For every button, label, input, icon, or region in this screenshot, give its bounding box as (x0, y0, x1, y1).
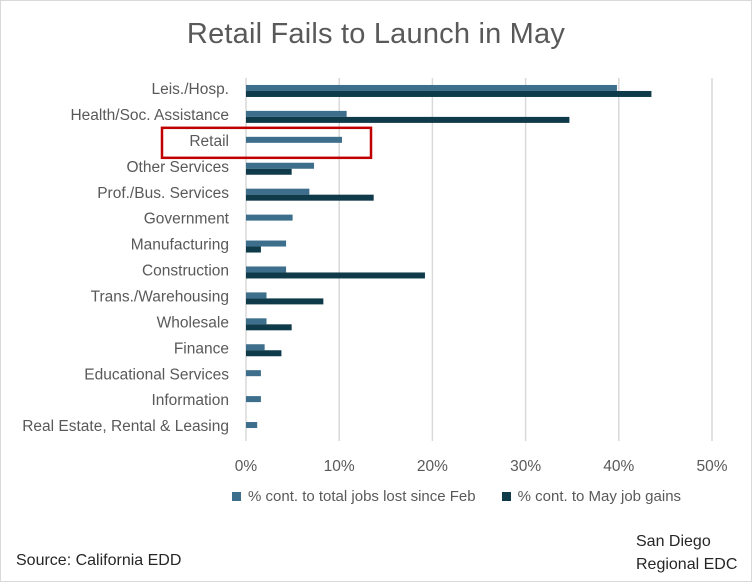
bar-job-gains (246, 194, 374, 201)
category-label: Other Services (126, 159, 229, 176)
bar-job-gains (246, 298, 324, 305)
x-tick-label: 50% (696, 458, 727, 475)
x-tick-label: 40% (603, 458, 634, 475)
category-label: Retail (189, 133, 229, 150)
category-label: Information (151, 392, 229, 409)
bar-jobs-lost (246, 110, 347, 117)
bar-jobs-lost (246, 188, 310, 195)
bar-job-gains (246, 168, 292, 175)
category-label: Manufacturing (131, 237, 229, 254)
bar-jobs-lost (246, 292, 267, 299)
legend: % cont. to total jobs lost since Feb % c… (232, 488, 681, 505)
category-label: Prof./Bus. Services (97, 185, 229, 202)
credit-line-2: Regional EDC (636, 556, 738, 573)
legend-label-jobs-lost: % cont. to total jobs lost since Feb (248, 488, 476, 505)
chart-title: Retail Fails to Launch in May (186, 18, 566, 50)
bar-jobs-lost (246, 266, 287, 273)
legend-label-job-gains: % cont. to May job gains (517, 488, 682, 505)
legend-swatch-jobs-lost (232, 492, 241, 501)
bar-jobs-lost (246, 344, 265, 351)
x-tick-label: 20% (417, 458, 448, 475)
x-tick-label: 10% (324, 458, 355, 475)
bars (246, 84, 652, 429)
category-label: Health/Soc. Assistance (70, 107, 229, 124)
category-label: Trans./Warehousing (91, 288, 229, 305)
bar-job-gains (246, 116, 570, 123)
bar-jobs-lost (246, 396, 261, 403)
category-label: Construction (142, 263, 229, 280)
category-label: Government (144, 211, 230, 228)
category-label: Wholesale (157, 314, 229, 331)
credit-line-1: San Diego (636, 533, 711, 550)
bar-job-gains (246, 272, 425, 279)
bar-jobs-lost (246, 370, 261, 377)
legend-item-jobs-lost: % cont. to total jobs lost since Feb (232, 488, 476, 505)
category-label: Leis./Hosp. (151, 81, 229, 98)
category-label: Real Estate, Rental & Leasing (22, 418, 229, 435)
x-axis-tick-labels: 0% 10% 20% 30% 40% 50% (235, 458, 728, 475)
legend-swatch-job-gains (501, 492, 511, 501)
bar-jobs-lost (246, 162, 315, 169)
retail-highlight-box (160, 126, 373, 160)
bar-job-gains (246, 246, 261, 253)
source-note: Source: California EDD (16, 552, 182, 569)
bar-job-gains (246, 324, 292, 331)
legend-item-job-gains: % cont. to May job gains (501, 488, 682, 505)
bar-jobs-lost (246, 214, 293, 221)
bar-job-gains (246, 90, 652, 97)
bar-jobs-lost (246, 84, 617, 91)
category-labels: Leis./Hosp. Health/Soc. Assistance Retail O… (22, 81, 229, 435)
bar-job-gains (246, 350, 282, 357)
category-label: Educational Services (84, 366, 229, 383)
category-label: Finance (174, 340, 229, 357)
bar-jobs-lost (246, 318, 267, 325)
bar-jobs-lost (246, 422, 258, 429)
x-tick-label: 0% (235, 458, 258, 475)
bar-jobs-lost (246, 136, 342, 143)
gridlines (245, 78, 713, 441)
credit-note: San Diego Regional EDC (636, 530, 737, 576)
bar-jobs-lost (246, 240, 287, 247)
x-tick-label: 30% (510, 458, 541, 475)
